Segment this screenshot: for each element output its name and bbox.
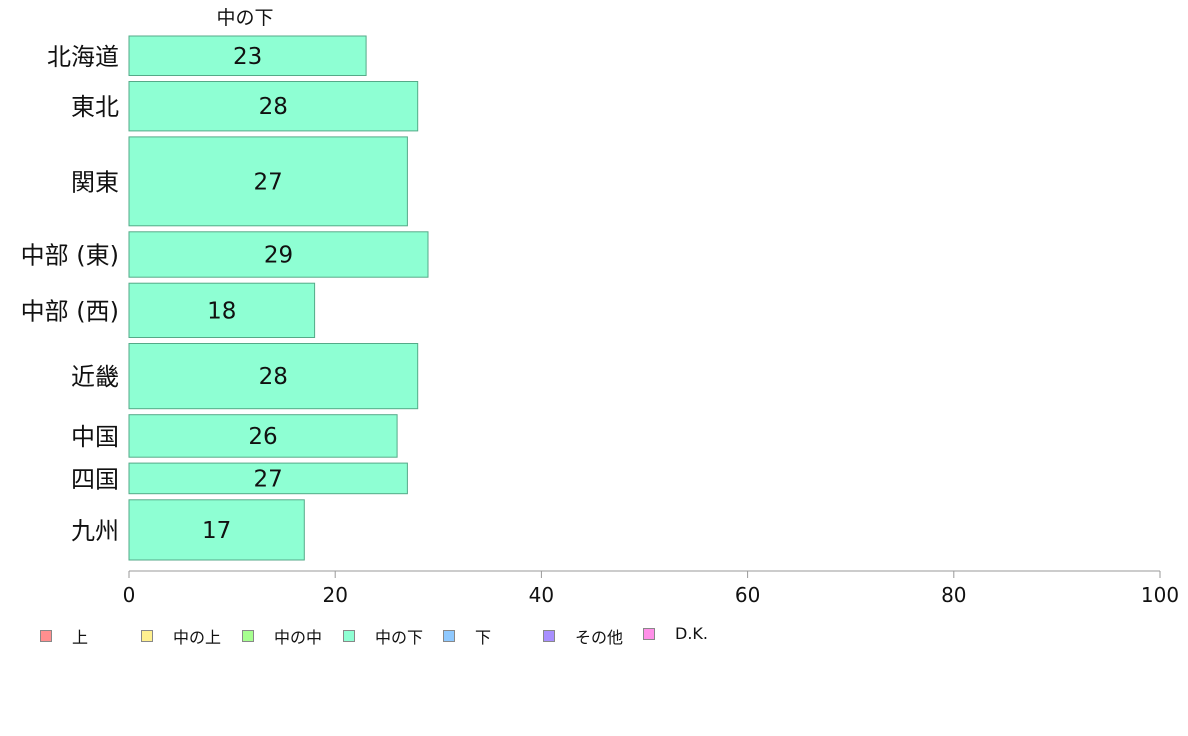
bar	[128, 414, 398, 458]
bar-value-label: 28	[259, 94, 288, 120]
legend-swatch	[141, 630, 153, 642]
x-tick-label: 20	[322, 583, 347, 607]
x-tick-label: 60	[735, 583, 760, 607]
legend-swatch	[643, 627, 655, 640]
bar-value-label: 23	[233, 44, 262, 70]
bar-value-label: 27	[254, 467, 283, 493]
bar	[128, 81, 419, 132]
category-label: 東北	[71, 93, 119, 121]
legend-item: 上	[40, 624, 88, 648]
legend-item: 中の上	[141, 624, 221, 648]
category-label: 中部 (東)	[21, 242, 119, 270]
x-axis: 0 20 40 60 80 100	[123, 570, 1179, 607]
chart: 中の下 23 北海道 28 東北 27 関東 29 中部 (東) 18 中部 (西) 28 近畿 26 中…	[21, 7, 1179, 607]
legend-swatch	[242, 630, 254, 642]
category-label: 関東	[71, 168, 119, 196]
legend-item: 下	[443, 624, 491, 648]
bar	[128, 231, 429, 278]
legend-item: 中の下	[343, 624, 423, 648]
legend-swatch	[443, 630, 455, 642]
bar	[128, 136, 408, 227]
bar-value-label: 17	[202, 518, 231, 544]
bar-value-label: 28	[259, 364, 288, 390]
chart-title: 中の下	[216, 7, 273, 29]
legend-label: 中の下	[375, 628, 424, 647]
bar	[128, 499, 305, 561]
legend-swatch	[40, 630, 52, 642]
x-tick-label: 100	[1141, 583, 1179, 607]
legend-item: その他	[543, 624, 623, 648]
category-label: 北海道	[47, 43, 119, 71]
legend-label: その他	[575, 628, 624, 647]
legend-swatch	[543, 630, 555, 642]
legend-label: D.K.	[675, 624, 708, 643]
bar-value-label: 29	[264, 243, 293, 269]
category-label: 九州	[71, 517, 119, 545]
bar-value-label: 27	[254, 169, 283, 195]
legend-item: D.K.	[643, 624, 708, 643]
bar-value-label: 18	[207, 298, 236, 324]
legend: 上 中の上 中の中 中の下 下 その他 D.K.	[0, 624, 1188, 648]
legend-swatch	[343, 630, 355, 642]
bar-value-label: 26	[248, 424, 277, 450]
bar	[128, 35, 367, 76]
legend-item: 中の中	[242, 624, 322, 648]
bar	[128, 282, 316, 339]
legend-label: 中の上	[173, 628, 222, 647]
bar	[128, 462, 408, 495]
category-label: 近畿	[71, 363, 119, 391]
category-label: 四国	[71, 466, 119, 494]
bar	[128, 343, 419, 410]
legend-label: 中の中	[274, 628, 323, 647]
bars-group: 23 北海道 28 東北 27 関東 29 中部 (東) 18 中部 (西) 28 近畿 26 中国 27 四…	[21, 35, 429, 561]
legend-label: 上	[72, 628, 89, 647]
category-label: 中国	[71, 423, 119, 451]
x-tick-label: 0	[123, 583, 136, 607]
x-tick-label: 80	[941, 583, 966, 607]
x-tick-label: 40	[529, 583, 554, 607]
category-label: 中部 (西)	[21, 297, 119, 325]
legend-label: 下	[475, 628, 492, 647]
